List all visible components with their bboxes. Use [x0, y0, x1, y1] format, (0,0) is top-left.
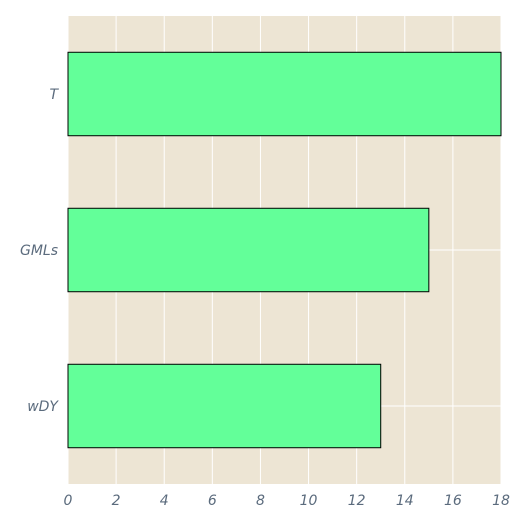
y-tick-label: wDY	[27, 399, 59, 415]
x-tick-label: 0	[64, 493, 73, 509]
x-tick-label: 18	[492, 493, 510, 509]
x-tick-label: 2	[112, 493, 121, 509]
x-tick-labels: 0 2 4 6 8 10 12 14 16 18	[64, 493, 510, 509]
x-tick-label: 8	[256, 493, 265, 509]
x-tick-label: 4	[160, 493, 169, 509]
bar-T	[67, 51, 502, 137]
y-tick-labels: T GMLs wDY	[20, 87, 59, 415]
x-tick-label: 14	[396, 493, 414, 509]
x-tick-label: 10	[300, 493, 318, 509]
bar-GMLs	[67, 207, 430, 293]
x-tick-label: 16	[444, 493, 462, 509]
bars	[67, 51, 502, 449]
x-tick-label: 12	[348, 493, 366, 509]
x-tick-label: 6	[208, 493, 217, 509]
bar-wDY	[67, 363, 382, 449]
y-tick-label: T	[49, 87, 59, 103]
y-tick-label: GMLs	[20, 243, 58, 259]
